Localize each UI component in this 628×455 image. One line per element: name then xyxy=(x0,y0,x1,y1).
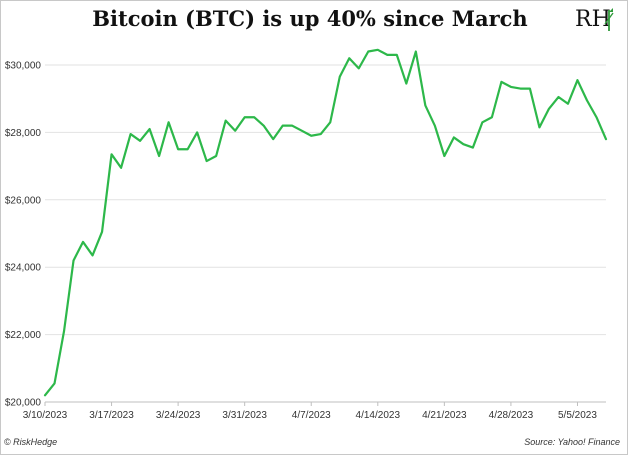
x-tick-label: 3/17/2023 xyxy=(89,410,134,421)
x-tick-label: 5/5/2023 xyxy=(558,410,597,421)
y-tick-label: $24,000 xyxy=(5,263,42,274)
chart-title: Bitcoin (BTC) is up 40% since March xyxy=(92,6,528,31)
x-tick-label: 3/31/2023 xyxy=(222,410,267,421)
source-note: Source: Yahoo! Finance xyxy=(524,437,620,447)
x-tick-label: 3/10/2023 xyxy=(23,410,68,421)
riskhedge-logo: RH xyxy=(575,7,614,32)
x-axis-tick-labels: 3/10/2023 3/17/2023 3/24/2023 3/31/2023 4/7/… xyxy=(23,410,598,421)
logo-lettering: RH xyxy=(575,7,611,32)
x-tick-label: 4/7/2023 xyxy=(292,410,331,421)
y-tick-label: $30,000 xyxy=(5,61,42,72)
x-tick-label: 3/24/2023 xyxy=(156,410,201,421)
copyright-note: © RiskHedge xyxy=(4,437,58,447)
y-tick-label: $22,000 xyxy=(5,330,42,341)
y-axis-tick-labels: $20,000 $22,000 $24,000 $26,000 $28,000 $30,0… xyxy=(5,61,42,409)
y-tick-label: $26,000 xyxy=(5,195,42,206)
series-layer xyxy=(43,48,608,397)
x-tick-label: 4/21/2023 xyxy=(422,410,467,421)
btc-price-line xyxy=(43,48,608,397)
x-tick-label: 4/14/2023 xyxy=(356,410,401,421)
y-tick-label: $20,000 xyxy=(5,398,42,409)
x-tick-label: 4/28/2023 xyxy=(489,410,534,421)
gridlines xyxy=(45,64,606,336)
x-axis xyxy=(44,401,606,406)
y-tick-label: $28,000 xyxy=(5,128,42,139)
